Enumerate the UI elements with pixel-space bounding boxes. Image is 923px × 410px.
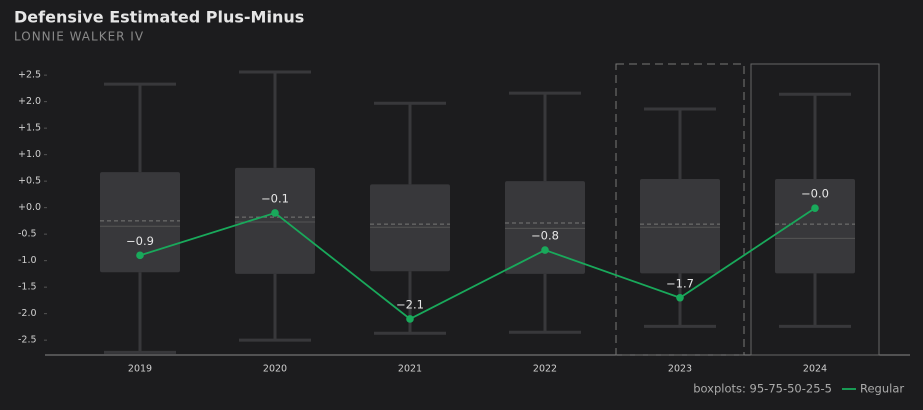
x-tick-label: 2024	[803, 364, 827, 375]
chart-subtitle: LONNIE WALKER IV	[14, 30, 144, 44]
value-label: −2.1	[396, 297, 424, 311]
box-note: boxplots: 95-75-50-25-5	[693, 382, 832, 396]
value-label: −0.1	[261, 191, 289, 205]
series-line	[139, 207, 816, 321]
legend-label: Regular	[860, 382, 904, 396]
y-tick-label: +1.5	[18, 123, 41, 134]
highlight-solid	[750, 63, 880, 356]
y-tick-label: -0.5	[18, 229, 37, 240]
box	[100, 172, 180, 273]
value-label: −0.8	[531, 229, 559, 243]
y-tick-label: -2.0	[18, 308, 37, 319]
series-point	[541, 246, 549, 254]
x-tick-label: 2021	[398, 364, 422, 375]
value-label: −1.7	[666, 276, 694, 290]
value-label: −0.0	[801, 187, 829, 201]
series-point	[676, 293, 684, 302]
y-tick-label: +0.0	[18, 202, 41, 213]
y-tick-label: -2.5	[18, 335, 37, 346]
chart-title: Defensive Estimated Plus-Minus	[14, 8, 304, 27]
y-tick-label: +1.0	[18, 149, 41, 160]
y-tick-label: +2.0	[18, 96, 41, 107]
x-tick-label: 2020	[263, 364, 287, 375]
series-point	[271, 209, 279, 217]
highlight-dashed	[615, 63, 745, 356]
y-tick-label: +0.5	[18, 176, 41, 187]
value-label: −0.9	[126, 234, 154, 248]
x-tick-label: 2023	[668, 364, 692, 375]
box	[775, 179, 855, 274]
x-tick-label: 2019	[128, 364, 152, 375]
box	[640, 179, 720, 274]
series-point	[136, 251, 144, 260]
box	[505, 181, 585, 274]
y-tick-label: +2.5	[18, 70, 41, 81]
series-point	[406, 315, 414, 323]
box	[235, 167, 315, 274]
series-point	[811, 204, 819, 212]
y-tick-label: -1.5	[18, 282, 37, 293]
x-tick-label: 2022	[533, 364, 557, 375]
y-tick-label: -1.0	[18, 255, 37, 266]
box	[370, 184, 450, 272]
